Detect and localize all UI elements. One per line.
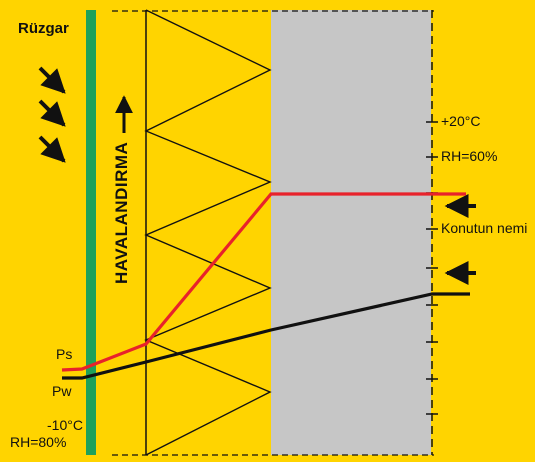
green-layer: [86, 10, 96, 455]
ventilation-label: HAVALANDIRMA: [112, 141, 131, 284]
vapor-pressure-line: [62, 292, 470, 380]
wind-label: Rüzgar: [18, 20, 69, 37]
arrow-down-right-icon: [38, 66, 66, 94]
inside-temp-label: +20°C: [441, 113, 481, 129]
home-humidity-label: Konutun nemi: [441, 220, 528, 236]
zigzag-layer: [144, 9, 272, 456]
arrow-down-right-icon: [38, 135, 66, 163]
gray-zone: [271, 10, 431, 455]
ps-label: Ps: [56, 346, 73, 362]
pw-label: Pw: [52, 383, 72, 399]
arrow-down-right-icon: [38, 99, 66, 127]
outside-temp-label: -10°C: [47, 417, 83, 433]
saturation-pressure-line: [61, 192, 466, 372]
wind-arrows: [38, 66, 66, 163]
outside-rh-label: RH=80%: [10, 434, 67, 450]
inside-rh-label: RH=60%: [441, 148, 498, 164]
